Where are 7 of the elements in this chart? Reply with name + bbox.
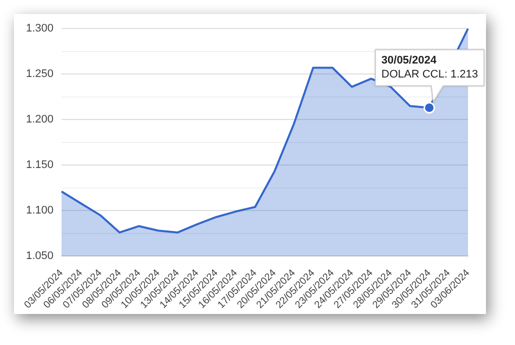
- y-tick-label: 1.300: [26, 22, 54, 35]
- y-tick-label: 1.250: [26, 68, 54, 80]
- annotation: 30/05/2024 DOLAR CCL: 1.213: [381, 54, 478, 80]
- y-tick-label: 1.150: [26, 159, 54, 172]
- y-tick-label: 1.100: [26, 204, 54, 217]
- y-tick-label: 1.200: [26, 114, 54, 126]
- y-tick-label: 1.050: [26, 250, 54, 262]
